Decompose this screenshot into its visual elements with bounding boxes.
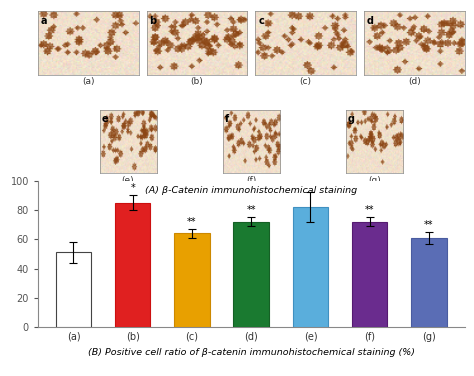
Text: (A) β-Catenin immunohistochemical staining: (A) β-Catenin immunohistochemical staini…: [145, 186, 357, 195]
Text: b: b: [150, 16, 157, 26]
Text: e: e: [101, 114, 108, 124]
X-axis label: (c): (c): [300, 77, 311, 86]
Text: g: g: [347, 114, 355, 124]
Bar: [293, 207, 328, 327]
Bar: [115, 203, 150, 327]
Bar: [411, 238, 447, 327]
Bar: [174, 233, 210, 327]
Text: **: **: [246, 205, 256, 215]
X-axis label: (b): (b): [191, 77, 203, 86]
Text: c: c: [258, 16, 264, 26]
X-axis label: (f): (f): [246, 176, 256, 185]
Text: **: **: [424, 220, 434, 230]
X-axis label: (d): (d): [408, 77, 420, 86]
Text: d: d: [367, 16, 374, 26]
Bar: [233, 222, 269, 327]
X-axis label: (B) Positive cell ratio of β-catenin immunohistochemical staining (%): (B) Positive cell ratio of β-catenin imm…: [88, 347, 415, 356]
Text: f: f: [224, 114, 228, 124]
X-axis label: (e): (e): [122, 176, 134, 185]
Bar: [56, 252, 91, 327]
Bar: [352, 222, 387, 327]
X-axis label: (g): (g): [368, 176, 381, 185]
Text: **: **: [187, 217, 197, 227]
Text: a: a: [41, 16, 47, 26]
Text: **: **: [365, 205, 374, 215]
Text: *: *: [130, 183, 135, 193]
X-axis label: (a): (a): [82, 77, 94, 86]
